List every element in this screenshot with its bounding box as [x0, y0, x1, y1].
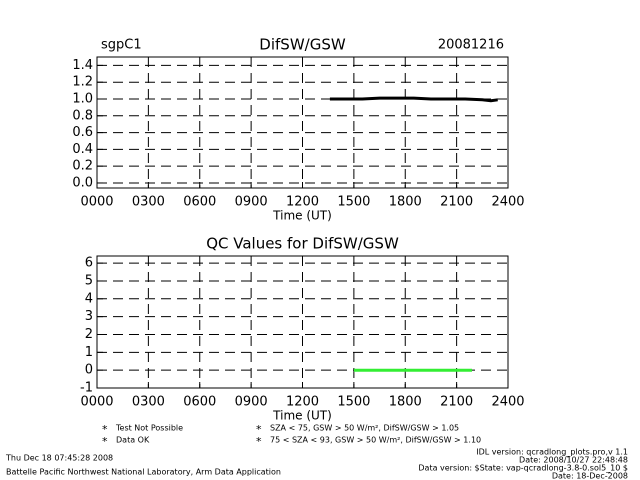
y-tick-label: 0	[85, 363, 93, 378]
y-tick-label: 1.2	[72, 75, 93, 90]
x-tick-label: 0000	[80, 195, 113, 210]
x-tick-label: 0600	[183, 195, 216, 210]
footer-right: Date: 18-Dec-2008	[552, 472, 628, 480]
y-tick-label: 1	[85, 345, 93, 360]
legend-marker: *	[102, 435, 108, 448]
legend-marker: *	[256, 435, 262, 448]
x-axis-title: Time (UT)	[272, 409, 332, 423]
y-tick-label: 4	[85, 291, 93, 306]
x-tick-label: 1500	[337, 395, 370, 410]
footer-right: IDL version: qcradlong_plots.pro,v 1.1	[476, 448, 628, 457]
y-tick-label: 0.4	[72, 142, 93, 157]
legend-label: 75 < SZA < 93, GSW > 50 W/m², DifSW/GSW …	[270, 436, 481, 445]
legend-label: Data OK	[116, 436, 150, 445]
y-tick-label: 0.6	[72, 125, 93, 140]
x-tick-label: 1200	[286, 395, 319, 410]
footer-right: Date: 2008/10/27 22:48:48	[519, 456, 628, 465]
legend-label: SZA < 75, GSW > 50 W/m², DifSW/GSW > 1.0…	[270, 424, 459, 433]
y-tick-label: 6	[85, 256, 93, 271]
x-axis-title: Time (UT)	[272, 209, 332, 223]
chart-title: DifSW/GSW	[259, 36, 346, 54]
x-tick-label: 1200	[286, 195, 319, 210]
y-tick-label: 1.4	[72, 58, 93, 73]
x-tick-label: 1800	[389, 195, 422, 210]
chart-title: QC Values for DifSW/GSW	[206, 235, 399, 253]
x-tick-label: 2400	[491, 195, 524, 210]
y-tick-label: 0.2	[72, 159, 93, 174]
y-tick-label: -1	[80, 381, 93, 396]
x-tick-label: 2100	[440, 395, 473, 410]
legend-marker: *	[256, 423, 262, 436]
x-tick-label: 0300	[132, 195, 165, 210]
x-tick-label: 0600	[183, 395, 216, 410]
x-tick-label: 2100	[440, 195, 473, 210]
footer-right: Data version: $State: vap-qcradlong-3.8-…	[418, 464, 628, 473]
data-line	[329, 96, 498, 103]
y-tick-label: 0.8	[72, 108, 93, 123]
y-tick-label: 3	[85, 309, 93, 324]
x-tick-label: 2400	[491, 395, 524, 410]
date-label: 20081216	[438, 38, 504, 53]
x-tick-label: 1500	[337, 195, 370, 210]
y-tick-label: 1.0	[72, 91, 93, 106]
y-tick-label: 0.0	[72, 175, 93, 190]
site-label: sgpC1	[101, 38, 142, 53]
y-tick-label: 5	[85, 273, 93, 288]
x-tick-label: 0300	[132, 395, 165, 410]
footer-left: Battelle Pacific Northwest National Labo…	[6, 468, 281, 477]
y-tick-label: 2	[85, 327, 93, 342]
x-tick-label: 1800	[389, 395, 422, 410]
footer-left: Thu Dec 18 07:45:28 2008	[5, 454, 113, 463]
x-tick-label: 0000	[80, 395, 113, 410]
x-tick-label: 0900	[235, 395, 268, 410]
legend-marker: *	[102, 423, 108, 436]
legend-label: Test Not Possible	[115, 424, 183, 433]
x-tick-label: 0900	[235, 195, 268, 210]
